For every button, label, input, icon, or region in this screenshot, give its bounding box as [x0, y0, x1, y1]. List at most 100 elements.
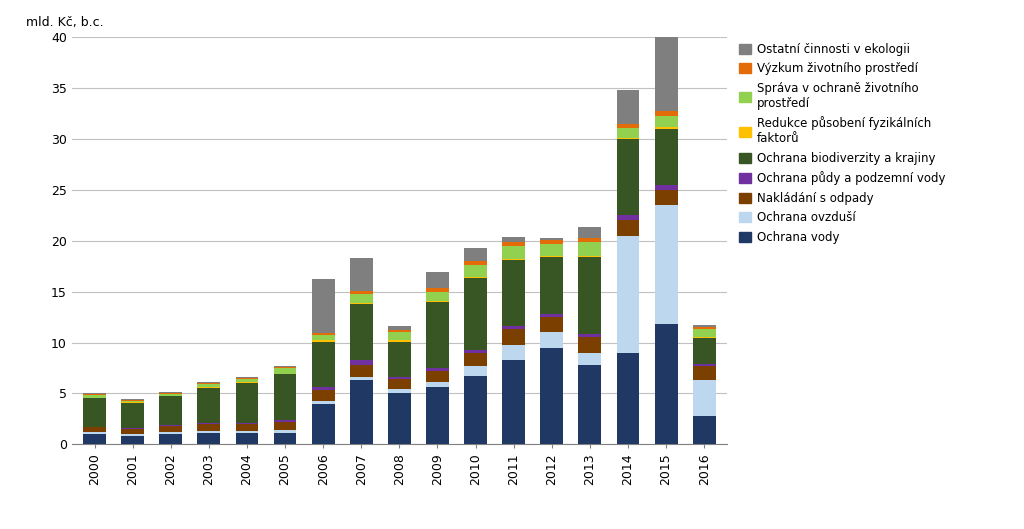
Bar	[541, 332, 563, 348]
Bar	[273, 433, 297, 444]
Bar	[198, 424, 220, 431]
Bar	[616, 353, 639, 444]
Bar	[464, 277, 487, 278]
Bar	[541, 258, 563, 314]
Bar	[388, 389, 411, 394]
Bar	[121, 434, 144, 436]
Bar	[311, 404, 335, 444]
Bar	[464, 278, 487, 350]
Bar	[426, 272, 449, 288]
Bar	[502, 344, 525, 360]
Bar	[579, 365, 601, 444]
Bar	[236, 383, 258, 423]
Bar	[273, 420, 297, 422]
Bar	[502, 242, 525, 246]
Bar	[541, 240, 563, 244]
Bar	[616, 220, 639, 235]
Text: mld. Kč, b.c.: mld. Kč, b.c.	[26, 16, 103, 29]
Bar	[426, 371, 449, 382]
Bar	[160, 394, 182, 396]
Bar	[426, 288, 449, 291]
Bar	[311, 342, 335, 387]
Bar	[388, 379, 411, 389]
Bar	[654, 324, 678, 444]
Bar	[464, 353, 487, 366]
Bar	[464, 261, 487, 265]
Bar	[311, 335, 335, 341]
Bar	[502, 329, 525, 344]
Bar	[311, 387, 335, 390]
Bar	[579, 242, 601, 256]
Bar	[160, 432, 182, 434]
Bar	[350, 290, 373, 294]
Bar	[579, 256, 601, 258]
Bar	[236, 431, 258, 433]
Bar	[579, 227, 601, 238]
Bar	[464, 265, 487, 277]
Bar	[311, 390, 335, 400]
Bar	[616, 139, 639, 215]
Bar	[616, 124, 639, 127]
Bar	[83, 427, 105, 432]
Bar	[83, 434, 105, 444]
Bar	[121, 399, 144, 400]
Bar	[464, 376, 487, 444]
Bar	[426, 387, 449, 444]
Bar	[388, 394, 411, 444]
Bar	[616, 90, 639, 124]
Bar	[541, 317, 563, 332]
Bar	[160, 397, 182, 425]
Bar	[198, 387, 220, 388]
Bar	[160, 434, 182, 444]
Bar	[464, 350, 487, 353]
Bar	[579, 258, 601, 334]
Bar	[616, 127, 639, 138]
Bar	[198, 388, 220, 423]
Bar	[693, 325, 716, 327]
Bar	[350, 377, 373, 380]
Bar	[236, 382, 258, 383]
Bar	[579, 353, 601, 365]
Bar	[541, 244, 563, 256]
Bar	[616, 235, 639, 353]
Bar	[350, 303, 373, 304]
Bar	[502, 260, 525, 326]
Bar	[541, 256, 563, 258]
Bar	[273, 366, 297, 367]
Bar	[350, 294, 373, 303]
Bar	[83, 432, 105, 434]
Bar	[654, 35, 678, 112]
Bar	[654, 190, 678, 205]
Bar	[83, 398, 105, 426]
Bar	[311, 400, 335, 404]
Bar	[160, 393, 182, 394]
Bar	[541, 314, 563, 317]
Bar	[350, 380, 373, 444]
Bar	[541, 348, 563, 444]
Bar	[198, 423, 220, 424]
Bar	[616, 215, 639, 220]
Bar	[693, 364, 716, 366]
Bar	[426, 291, 449, 301]
Bar	[426, 382, 449, 387]
Bar	[83, 396, 105, 397]
Bar	[426, 302, 449, 368]
Bar	[426, 368, 449, 371]
Bar	[502, 246, 525, 259]
Bar	[121, 400, 144, 402]
Bar	[654, 112, 678, 116]
Bar	[236, 378, 258, 379]
Bar	[426, 301, 449, 302]
Bar	[502, 259, 525, 260]
Bar	[273, 422, 297, 430]
Bar	[198, 384, 220, 387]
Bar	[388, 377, 411, 379]
Bar	[388, 326, 411, 330]
Bar	[236, 433, 258, 444]
Bar	[160, 426, 182, 432]
Bar	[83, 394, 105, 395]
Bar	[121, 436, 144, 444]
Bar	[579, 334, 601, 338]
Bar	[273, 369, 297, 373]
Bar	[121, 403, 144, 428]
